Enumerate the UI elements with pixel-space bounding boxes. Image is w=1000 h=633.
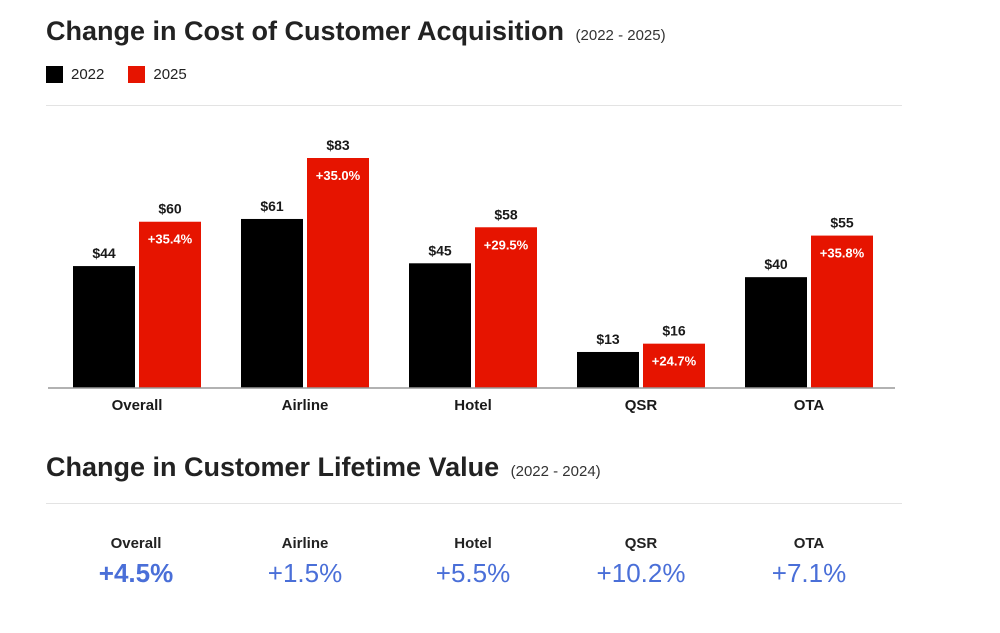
value-label: $45 xyxy=(428,242,452,258)
chart-legend: 2022 2025 xyxy=(46,66,187,83)
legend-label-2025: 2025 xyxy=(153,66,187,83)
x-tick-label: Overall xyxy=(112,397,163,414)
legend-label-2022: 2022 xyxy=(71,66,105,83)
value-label: $61 xyxy=(260,198,284,214)
legend-item-2022: 2022 xyxy=(46,66,104,83)
ltv-title: Change in Customer Lifetime Value (2022 … xyxy=(46,452,601,483)
ltv-value: +5.5% xyxy=(435,558,511,588)
change-label: +35.8% xyxy=(820,246,865,261)
x-tick-label: QSR xyxy=(625,397,658,414)
bar-2022-ota xyxy=(745,277,807,388)
ltv-value: +7.1% xyxy=(771,558,847,588)
legend-swatch-2025 xyxy=(128,66,146,83)
ltv-title-subtitle: (2022 - 2024) xyxy=(510,463,601,480)
ltv-item-overall: Overall +4.5% xyxy=(56,535,216,589)
ltv-title-text: Change in Customer Lifetime Value xyxy=(46,452,500,482)
ltv-value: +4.5% xyxy=(98,558,174,588)
cac-bar-chart: $44 $60 +35.4% Overall $61 $83 +35.0% Airline $4… xyxy=(48,137,895,414)
x-tick-label: Hotel xyxy=(454,397,492,414)
bar-2022-qsr xyxy=(577,351,639,388)
ltv-label: Hotel xyxy=(454,535,492,552)
change-label: +35.4% xyxy=(148,232,193,247)
ltv-row: Overall +4.5% Airline +1.5% Hotel +5.5% … xyxy=(46,535,902,595)
ltv-item-qsr: QSR +10.2% xyxy=(561,535,721,589)
bar-2025-qsr xyxy=(643,343,705,388)
legend-swatch-2022 xyxy=(46,66,63,83)
ltv-item-hotel: Hotel +5.5% xyxy=(393,535,553,589)
bar-2025-overall xyxy=(139,221,201,388)
ltv-label: OTA xyxy=(793,535,825,552)
ltv-item-airline: Airline +1.5% xyxy=(225,535,385,589)
top-divider xyxy=(46,105,902,106)
bar-2022-airline xyxy=(241,218,303,388)
ltv-label: Overall xyxy=(110,535,162,552)
value-label: $55 xyxy=(830,215,854,231)
ltv-value: +1.5% xyxy=(267,558,343,588)
legend-item-2025: 2025 xyxy=(128,66,187,83)
cac-title-text: Change in Cost of Customer Acquisition xyxy=(46,16,565,46)
bar-2025-ota xyxy=(811,235,873,388)
value-label: $60 xyxy=(158,201,182,217)
bar-2022-overall xyxy=(73,266,135,388)
x-tick-label: OTA xyxy=(794,397,825,414)
ltv-label: Airline xyxy=(281,535,329,552)
value-label: $13 xyxy=(596,331,620,347)
cac-title: Change in Cost of Customer Acquisition (… xyxy=(46,16,666,47)
ltv-item-ota: OTA +7.1% xyxy=(729,535,889,589)
value-label: $40 xyxy=(764,256,788,272)
bar-2022-hotel xyxy=(409,263,471,388)
ltv-label: QSR xyxy=(624,535,658,552)
bar-2025-airline xyxy=(307,158,369,388)
value-label: $83 xyxy=(326,137,350,153)
x-tick-label: Airline xyxy=(282,397,329,414)
cac-title-subtitle: (2022 - 2025) xyxy=(575,27,666,44)
change-label: +24.7% xyxy=(652,354,697,369)
value-label: $16 xyxy=(662,323,686,339)
ltv-value: +10.2% xyxy=(596,558,686,588)
value-label: $58 xyxy=(494,206,518,222)
ltv-divider xyxy=(46,503,902,504)
change-label: +29.5% xyxy=(484,237,529,252)
bar-2025-hotel xyxy=(475,227,537,388)
value-label: $44 xyxy=(92,245,116,261)
change-label: +35.0% xyxy=(316,168,361,183)
